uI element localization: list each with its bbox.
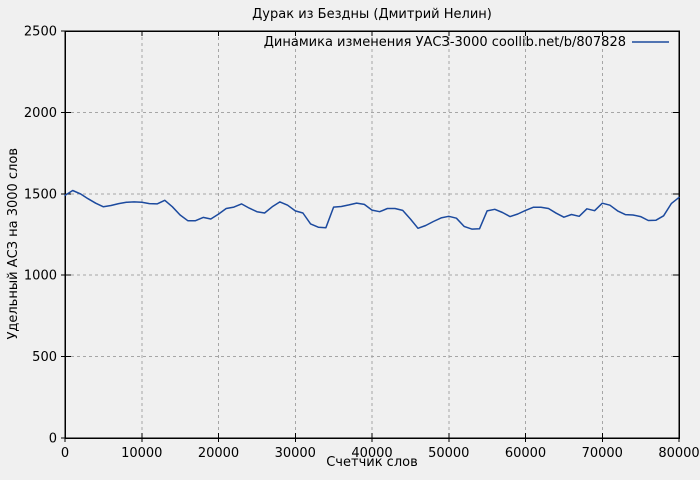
y-tick-label: 2500 [24,25,57,40]
x-tick-label: 80000 [658,446,699,461]
x-tick-label: 30000 [275,446,316,461]
data-series [64,189,680,230]
x-tick-label: 10000 [121,446,162,461]
x-tick-label: 70000 [582,446,623,461]
y-tick-label: 1000 [24,269,57,284]
tick-labels: 0 10000 20000 30000 40000 50000 60000 70000 8000… [24,25,700,462]
x-tick-label: 60000 [505,446,546,461]
chart-title: Дурак из Бездны (Дмитрий Нелин) [252,7,492,22]
y-tick-label: 1500 [24,187,57,202]
series-line [64,189,680,230]
x-tick-label: 20000 [198,446,239,461]
axis-ticks [61,30,680,442]
x-tick-label: 50000 [428,446,469,461]
y-tick-label: 2000 [24,106,57,121]
x-tick-label: 0 [61,446,69,461]
legend-label: Динамика изменения УАСЗ-3000 coollib.net… [264,35,626,50]
x-tick-label: 40000 [351,446,392,461]
y-tick-label: 500 [32,350,57,365]
legend: Динамика изменения УАСЗ-3000 coollib.net… [264,35,669,50]
plot-border [64,30,680,439]
gridlines [65,31,679,438]
x-axis-label: Счетчик слов [326,455,418,470]
y-tick-label: 0 [49,432,57,447]
